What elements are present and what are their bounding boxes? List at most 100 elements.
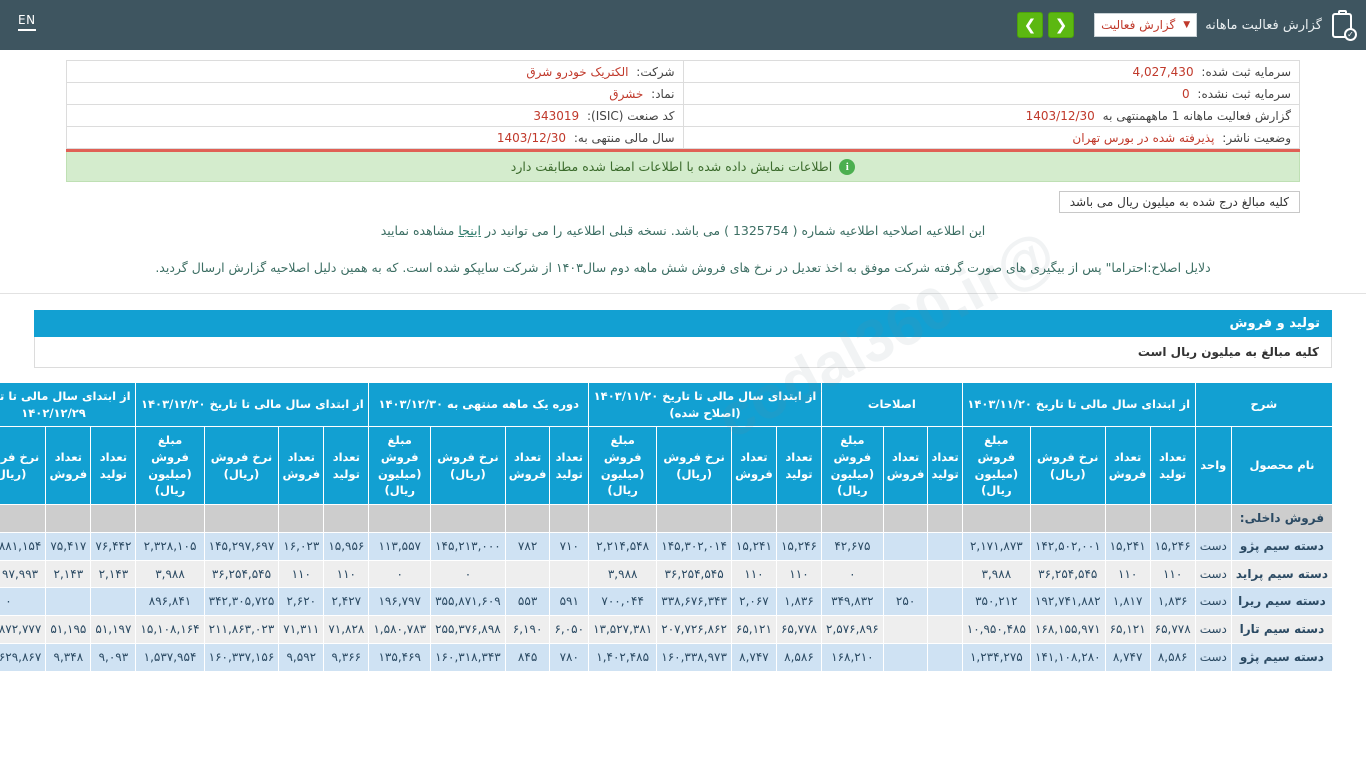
data-cell-20: ۹,۳۴۸: [45, 643, 92, 672]
publisher-status-value: پذیرفته شده در بورس تهران: [1072, 130, 1215, 145]
table-row[interactable]: دسته سیم پژو دست ۱۵,۲۴۶ ۱۵,۲۴۱ ۱۴۲,۵۰۲,۰۰۱ ۲,…: [0, 531, 1334, 561]
data-cell-9: ۱۴۵,۳۰۲,۰۱۴: [656, 531, 732, 561]
previous-version-link[interactable]: اینجا: [458, 223, 481, 238]
data-cell-16: ۲,۶۲۰: [278, 587, 325, 617]
data-cell-15: ۷۱,۸۲۸: [323, 615, 370, 645]
activity-report-select-value: گزارش فعالیت: [1101, 18, 1176, 32]
group-row-spacer: [730, 504, 777, 533]
data-cell-19: ۲,۱۴۳: [90, 559, 137, 589]
group-header-2: اصلاحات: [821, 382, 963, 428]
data-cell-5: [882, 531, 929, 561]
data-cell-9: ۲۰۷,۷۲۶,۸۶۲: [656, 615, 732, 645]
col-header-3: تعداد فروش: [1104, 426, 1151, 506]
table-group-row: فروش داخلی:: [0, 504, 1334, 533]
next-record-button[interactable]: ❮: [1048, 12, 1075, 38]
unit-cell: دست: [1194, 559, 1232, 589]
data-cell-3: ۳۵۰,۲۱۲: [961, 587, 1031, 617]
data-cell-2: ۱۹۲,۷۴۱,۸۸۲: [1029, 587, 1106, 617]
group-row-spacer: [588, 504, 658, 533]
unit-cell: دست: [1194, 531, 1232, 561]
language-toggle-en[interactable]: EN: [18, 13, 36, 31]
info-row-symbol: سرمایه ثبت نشده: 0 نماد: خشرق: [66, 82, 1300, 105]
data-cell-12: ۵۵۳: [504, 587, 551, 617]
group-row-label: فروش داخلی:: [1230, 504, 1334, 533]
red-divider: [66, 149, 1300, 152]
data-cell-8: ۱۱۰: [730, 559, 777, 589]
group-row-spacer: [1149, 504, 1196, 533]
data-cell-13: ۳۵۵,۸۷۱,۶۰۹: [430, 587, 506, 617]
col-header-22: تعداد فروش: [45, 426, 92, 506]
data-cell-15: ۲,۴۲۷: [323, 587, 370, 617]
data-cell-4: [927, 615, 963, 645]
col-header-7: تعداد فروش: [882, 426, 929, 506]
col-header-13: تعداد تولید: [549, 426, 590, 506]
group-row-spacer: [504, 504, 551, 533]
data-cell-5: [882, 559, 929, 589]
data-cell-6: ۰: [821, 559, 884, 589]
period-value: 1403/12/30: [1025, 108, 1095, 123]
data-cell-9: ۱۶۰,۳۳۸,۹۷۳: [656, 643, 732, 672]
registered-capital-label: سرمایه ثبت شده:: [1201, 64, 1291, 79]
col-header-4: نرخ فروش (ریال): [1029, 426, 1106, 506]
group-row-spacer: [90, 504, 137, 533]
amendment-middle: ) می باشد. نسخه قبلی اطلاعیه را می توانی…: [484, 223, 729, 238]
table-row[interactable]: دسته سیم پژو دست ۸,۵۸۶ ۸,۷۴۷ ۱۴۱,۱۰۸,۲۸۰ ۱,۲۳…: [0, 643, 1334, 672]
info-cell-company: شرکت: الکتریک خودرو شرق: [66, 60, 684, 83]
chevron-down-icon: ▼: [1183, 20, 1191, 30]
col-header-12: مبلغ فروش (میلیون ریال): [588, 426, 658, 506]
data-cell-18: ۸۹۶,۸۴۱: [135, 587, 205, 617]
data-cell-17: ۱۶۰,۳۳۷,۱۵۶: [203, 643, 280, 672]
isic-value: 343019: [533, 108, 580, 123]
data-cell-18: ۳,۹۸۸: [135, 559, 205, 589]
unit-cell: دست: [1194, 587, 1232, 617]
unregistered-capital-value: 0: [1181, 86, 1190, 101]
data-cell-7: ۸,۵۸۶: [775, 643, 823, 672]
topbar-right-group: ✓ گزارش فعالیت ماهانه ▼ گزارش فعالیت ❮ ❯: [1017, 10, 1357, 41]
section-subtitle: کلیه مبالغ به میلیون ریال است: [34, 337, 1332, 368]
data-cell-2: ۳۶,۲۵۴,۵۴۵: [1029, 559, 1106, 589]
data-cell-12: ۷۸۲: [504, 531, 551, 561]
amendment-suffix: مشاهده نمایید: [380, 223, 455, 238]
report-type-label: گزارش فعالیت ماهانه: [1205, 17, 1322, 33]
table-row[interactable]: دسته سیم تارا دست ۶۵,۷۷۸ ۶۵,۱۲۱ ۱۶۸,۱۵۵,۹۷۱ ۱…: [0, 615, 1334, 645]
group-row-spacer: [775, 504, 823, 533]
data-cell-1: ۱,۸۱۷: [1104, 587, 1151, 617]
data-cell-10: ۱۳,۵۲۷,۳۸۱: [588, 615, 658, 645]
product-name-cell: دسته سیم ریرا: [1230, 587, 1334, 617]
fiscal-year-value: 1403/12/30: [496, 130, 567, 145]
data-cell-11: ۷۸۰: [549, 643, 590, 672]
data-cell-21: ۰: [0, 587, 47, 617]
col-header-8: مبلغ فروش (میلیون ریال): [821, 426, 884, 506]
data-cell-4: [927, 531, 963, 561]
unregistered-capital-label: سرمایه ثبت نشده:: [1197, 86, 1291, 101]
data-cell-17: ۲۱۱,۸۶۳,۰۲۳: [203, 615, 280, 645]
production-sales-table-wrap[interactable]: شرح از ابتدای سال مالی تا تاریخ ۱۴۰۳/۱۱/۲…: [0, 382, 1366, 672]
data-cell-8: ۶۵,۱۲۱: [730, 615, 777, 645]
data-cell-14: ۱۹۶,۷۹۷: [368, 587, 432, 617]
group-row-spacer: [430, 504, 506, 533]
prev-record-button[interactable]: ❯: [1017, 12, 1044, 38]
clipboard-check-icon: ✓: [1330, 10, 1357, 41]
data-cell-16: ۷۱,۳۱۱: [278, 615, 325, 645]
table-row[interactable]: دسته سیم پراید دست ۱۱۰ ۱۱۰ ۳۶,۲۵۴,۵۴۵ ۳,۹۸۸ ۰ ۱…: [0, 559, 1334, 589]
signature-match-notice-text: اطلاعات نمایش داده شده با اطلاعات امضا ش…: [510, 159, 833, 174]
group-row-spacer: [927, 504, 963, 533]
production-sales-table: شرح از ابتدای سال مالی تا تاریخ ۱۴۰۳/۱۱/۲…: [0, 382, 1334, 672]
col-header-5: مبلغ فروش (میلیون ریال): [961, 426, 1031, 506]
data-cell-20: ۷۵,۴۱۷: [45, 531, 92, 561]
production-sales-section: تولید و فروش کلیه مبالغ به میلیون ریال ا…: [0, 310, 1366, 368]
info-row-company: سرمایه ثبت شده: 4,027,430 شرکت: الکتریک …: [66, 60, 1300, 83]
table-row[interactable]: دسته سیم ریرا دست ۱,۸۳۶ ۱,۸۱۷ ۱۹۲,۷۴۱,۸۸۲ ۳۵۰…: [0, 587, 1334, 617]
data-cell-5: [882, 643, 929, 672]
data-cell-21: ۱۲۶,۶۲۹,۸۶۷: [0, 643, 47, 672]
data-cell-17: ۱۴۵,۲۹۷,۶۹۷: [203, 531, 280, 561]
product-name-cell: دسته سیم پراید: [1230, 559, 1334, 589]
data-cell-14: ۱۱۳,۵۵۷: [368, 531, 432, 561]
top-bar: ✓ گزارش فعالیت ماهانه ▼ گزارش فعالیت ❮ ❯…: [0, 0, 1366, 50]
table-sub-header-row: نام محصول واحد تعداد تولید تعداد فروش نرخ فر…: [0, 426, 1334, 506]
activity-report-select[interactable]: ▼ گزارش فعالیت: [1094, 13, 1198, 37]
col-header-9: تعداد تولید: [775, 426, 823, 506]
col-header-20: مبلغ فروش (میلیون ریال): [135, 426, 205, 506]
data-cell-3: ۱۰,۹۵۰,۴۸۵: [961, 615, 1031, 645]
data-cell-7: ۶۵,۷۷۸: [775, 615, 823, 645]
